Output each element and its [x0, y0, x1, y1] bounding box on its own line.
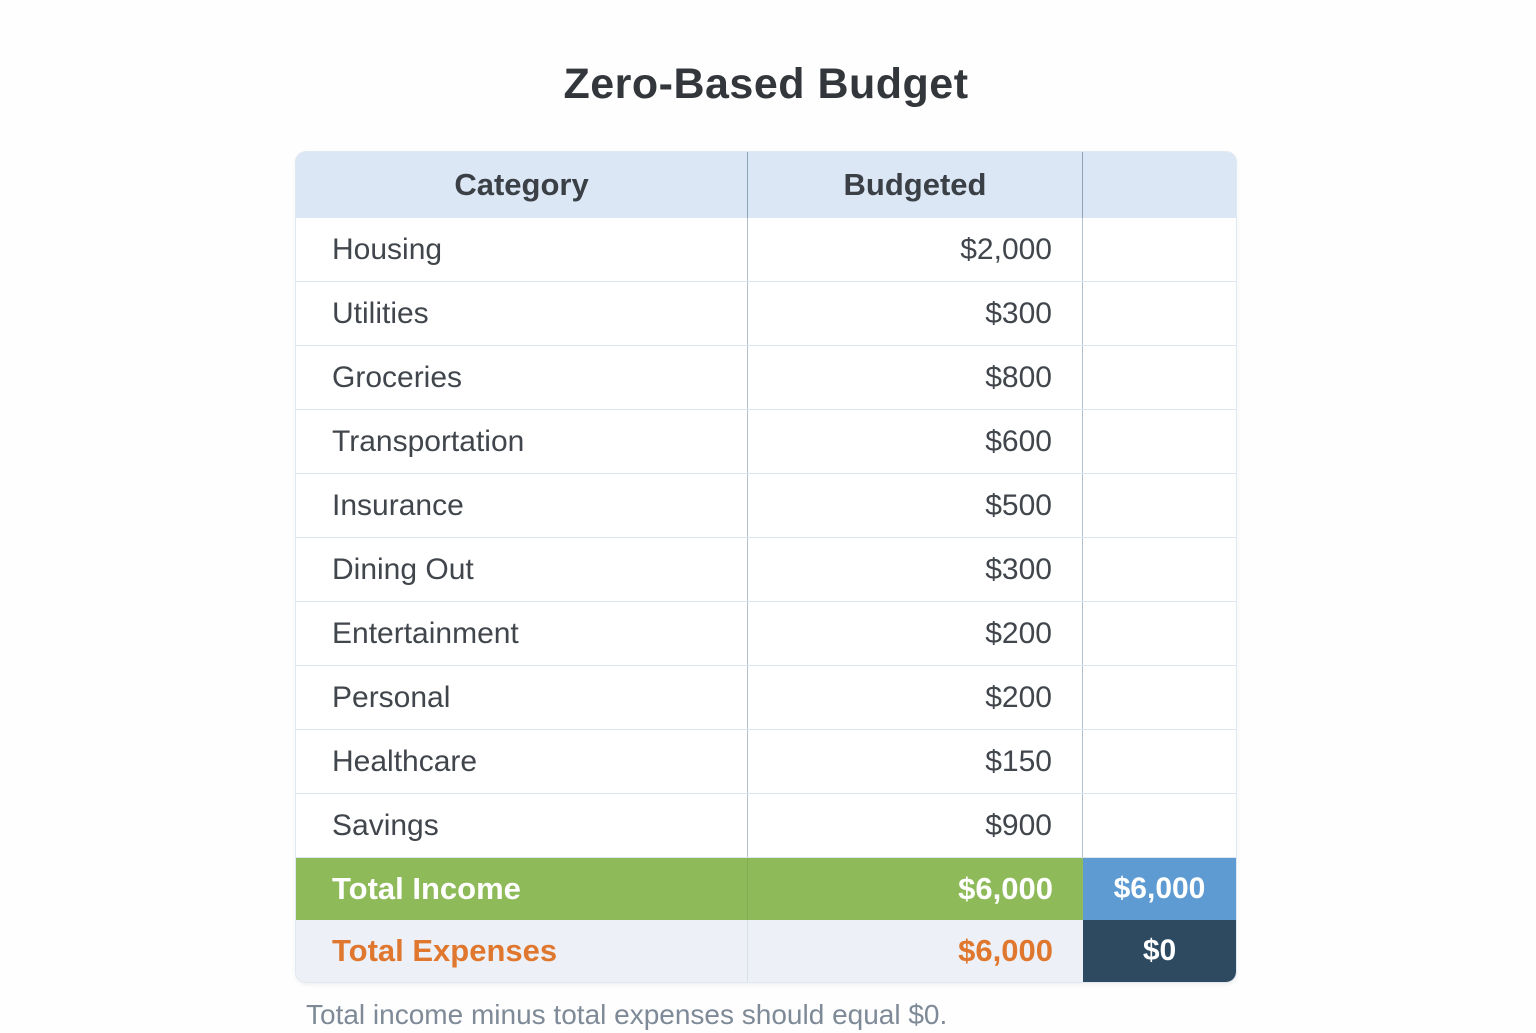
table-row: Housing $2,000	[296, 218, 1236, 282]
table-row: Healthcare $150	[296, 730, 1236, 794]
header-actual	[1083, 152, 1236, 218]
budgeted-value: $200	[748, 602, 1083, 665]
budgeted-value: $150	[748, 730, 1083, 793]
footnote: Total income minus total expenses should…	[306, 999, 948, 1030]
actual-cell	[1083, 730, 1236, 793]
total-income-budgeted: $6,000	[958, 871, 1053, 906]
budgeted-value: $2,000	[748, 218, 1083, 281]
budgeted-value: $600	[748, 410, 1083, 473]
total-expenses-budgeted: $6,000	[958, 933, 1053, 968]
actual-cell	[1083, 346, 1236, 409]
category-label: Insurance	[296, 474, 748, 537]
budgeted-value: $200	[748, 666, 1083, 729]
category-label: Healthcare	[296, 730, 748, 793]
category-label: Utilities	[296, 282, 748, 345]
table-row: Personal $200	[296, 666, 1236, 730]
budget-table: Category Budgeted Housing $2,000 Utiliti…	[296, 152, 1236, 982]
table-header-row: Category Budgeted	[296, 152, 1236, 218]
actual-cell	[1083, 602, 1236, 665]
actual-cell	[1083, 410, 1236, 473]
budgeted-value: $500	[748, 474, 1083, 537]
table-row: Groceries $800	[296, 346, 1236, 410]
category-label: Savings	[296, 794, 748, 857]
actual-cell	[1083, 538, 1236, 601]
budgeted-value: $800	[748, 346, 1083, 409]
table-row: Transportation $600	[296, 410, 1236, 474]
total-expenses-label: Total Expenses	[296, 920, 748, 982]
category-label: Transportation	[296, 410, 748, 473]
category-label: Groceries	[296, 346, 748, 409]
table-row: Entertainment $200	[296, 602, 1236, 666]
budgeted-value: $900	[748, 794, 1083, 857]
category-label: Housing	[296, 218, 748, 281]
total-income-label: Total Income	[296, 858, 748, 920]
header-budgeted: Budgeted	[748, 152, 1083, 218]
total-income-row: Total Income $6,000 $6,000	[296, 858, 1236, 920]
actual-cell	[1083, 794, 1236, 857]
budgeted-value: $300	[748, 538, 1083, 601]
actual-cell	[1083, 282, 1236, 345]
actual-cell	[1083, 474, 1236, 537]
total-expenses-row: Total Expenses $6,000 $0	[296, 920, 1236, 982]
actual-cell	[1083, 666, 1236, 729]
category-label: Dining Out	[296, 538, 748, 601]
table-row: Dining Out $300	[296, 538, 1236, 602]
budgeted-value: $300	[748, 282, 1083, 345]
total-income-actual: $6,000	[1083, 858, 1236, 920]
category-label: Entertainment	[296, 602, 748, 665]
actual-cell	[1083, 218, 1236, 281]
table-row: Utilities $300	[296, 282, 1236, 346]
table-row: Savings $900	[296, 794, 1236, 858]
total-expenses-actual: $0	[1083, 920, 1236, 982]
table-row: Insurance $500	[296, 474, 1236, 538]
page-title: Zero-Based Budget	[563, 60, 969, 108]
category-label: Personal	[296, 666, 748, 729]
header-category: Category	[296, 152, 748, 218]
